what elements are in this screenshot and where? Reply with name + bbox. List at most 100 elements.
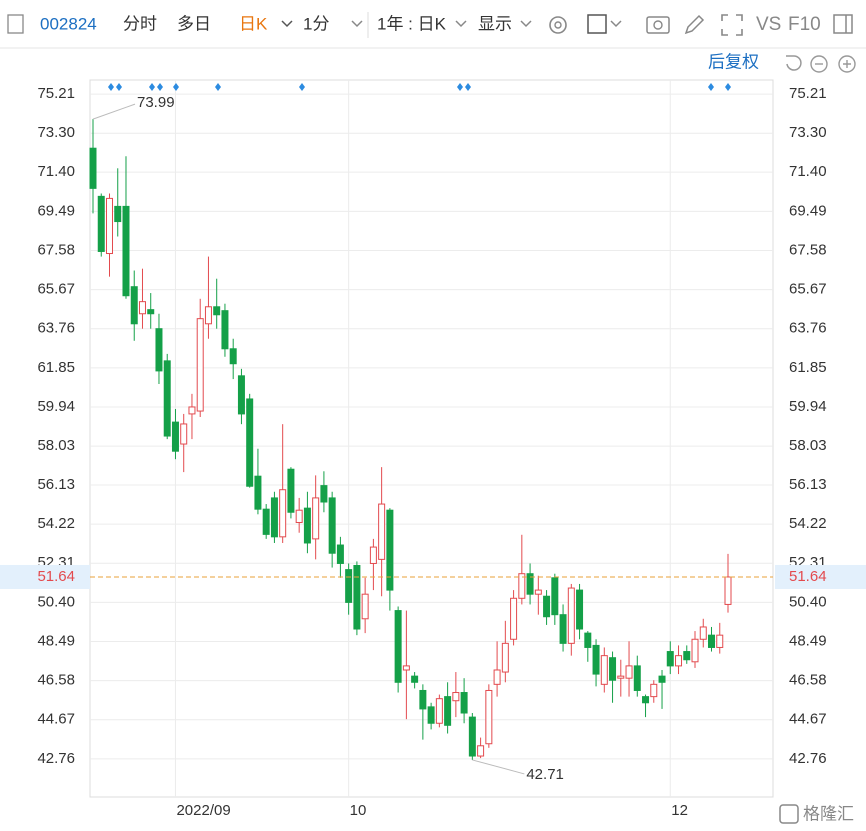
dropdown-arrow[interactable] [455,20,467,28]
vs-button[interactable]: VS [756,14,781,35]
candle-body [452,692,460,702]
event-marker[interactable] [116,83,122,91]
style-icon[interactable] [587,14,607,34]
candle-body [716,634,724,648]
f10-button[interactable]: F10 [788,14,821,35]
candle-body [163,360,171,437]
event-marker[interactable] [465,83,471,91]
y-tick-label: 42.76 [37,750,75,767]
candle-body [394,610,402,683]
x-tick-label: 12 [671,802,688,819]
candle-body [683,651,691,661]
reset-icon[interactable] [786,55,802,71]
candle-body [369,546,377,564]
y2-tick-label: 63.76 [789,320,827,337]
candle-body [617,675,625,679]
display-select[interactable]: 显示 [478,14,512,33]
zoom-in-plus [843,60,851,68]
candle-body [386,509,394,591]
draw-icon[interactable] [684,14,705,35]
event-marker[interactable] [173,83,179,91]
y-tick-label: 46.58 [37,672,75,689]
panel-icon[interactable] [833,14,853,34]
dropdown-arrow[interactable] [351,20,363,28]
candle-body [699,626,707,640]
candle-body [345,569,353,603]
zoom-out-icon[interactable] [810,55,828,73]
candle-body [493,669,501,685]
event-marker[interactable] [708,83,714,91]
y2-tick-label: 58.03 [789,437,827,454]
candles [89,119,732,760]
candle-body [312,497,320,540]
tab[interactable]: 1分 [303,14,329,33]
y-tick-label: 56.13 [37,476,75,493]
candle-body [171,421,179,452]
zoom-in-icon[interactable] [838,55,856,73]
adjust-button[interactable]: 后复权 [708,52,759,71]
candle-body [320,485,328,503]
annotation-leader [92,103,136,120]
event-marker[interactable] [108,83,114,91]
tab[interactable]: 分时 [123,14,157,33]
period-select[interactable]: 1年 : 日K [377,14,447,33]
sidebar-icon[interactable] [7,14,24,34]
settings-icon-core [554,21,562,29]
y2-tick-label: 67.58 [789,241,827,258]
tab-active[interactable]: 日K [239,14,268,33]
overlay: 51.64 51.64 73.99 42.71 [0,94,866,783]
candle-body [353,565,361,630]
y2-tick-label: 59.94 [789,398,827,415]
y2-tick-label: 50.40 [789,593,827,610]
event-marker[interactable] [157,83,163,91]
y2-tick-label: 54.22 [789,515,827,532]
candle-body [279,489,287,538]
y-tick-label: 44.67 [37,711,75,728]
dropdown-arrow[interactable] [610,20,622,28]
annotation-leader [472,759,525,775]
event-marker[interactable] [149,83,155,91]
candle-body [600,655,608,685]
event-marker[interactable] [299,83,305,91]
candle-body [708,634,716,648]
y-tick-label: 75.21 [37,85,75,102]
camera-lens [653,20,663,30]
price-highlight [0,564,90,589]
high-annotation: 73.99 [137,94,175,111]
settings-icon[interactable] [549,16,567,34]
candle-body [526,573,534,595]
candle-body [262,508,270,535]
candle-body [303,507,311,544]
y-tick-label: 69.49 [37,202,75,219]
y-tick-label: 67.58 [37,241,75,258]
candle-body [105,197,113,255]
y2-tick-label: 69.49 [789,202,827,219]
tab[interactable]: 多日 [177,14,211,33]
candle-body [89,147,97,189]
y2-tick-label: 46.58 [789,672,827,689]
stock-code[interactable]: 002824 [40,14,97,33]
event-marker[interactable] [725,83,731,91]
dropdown-arrow[interactable] [281,20,293,28]
candle-body [658,675,666,683]
candle-body [246,398,254,487]
candle-body [188,406,196,415]
event-marker[interactable] [457,83,463,91]
candle-body [642,696,650,704]
candle-body [270,497,278,538]
candle-body [295,509,303,523]
camera-icon[interactable] [646,16,670,34]
last-price-label: 51.64 [37,568,75,585]
y2-tick-label: 56.13 [789,476,827,493]
last-price-label: 51.64 [789,568,827,585]
candle-body [411,675,419,683]
fullscreen-icon[interactable] [721,14,743,36]
dropdown-arrow[interactable] [520,20,532,28]
candle-body [114,205,122,223]
event-marker[interactable] [215,83,221,91]
candle-body [287,468,295,513]
y-tick-label: 58.03 [37,437,75,454]
event-markers [108,83,731,91]
